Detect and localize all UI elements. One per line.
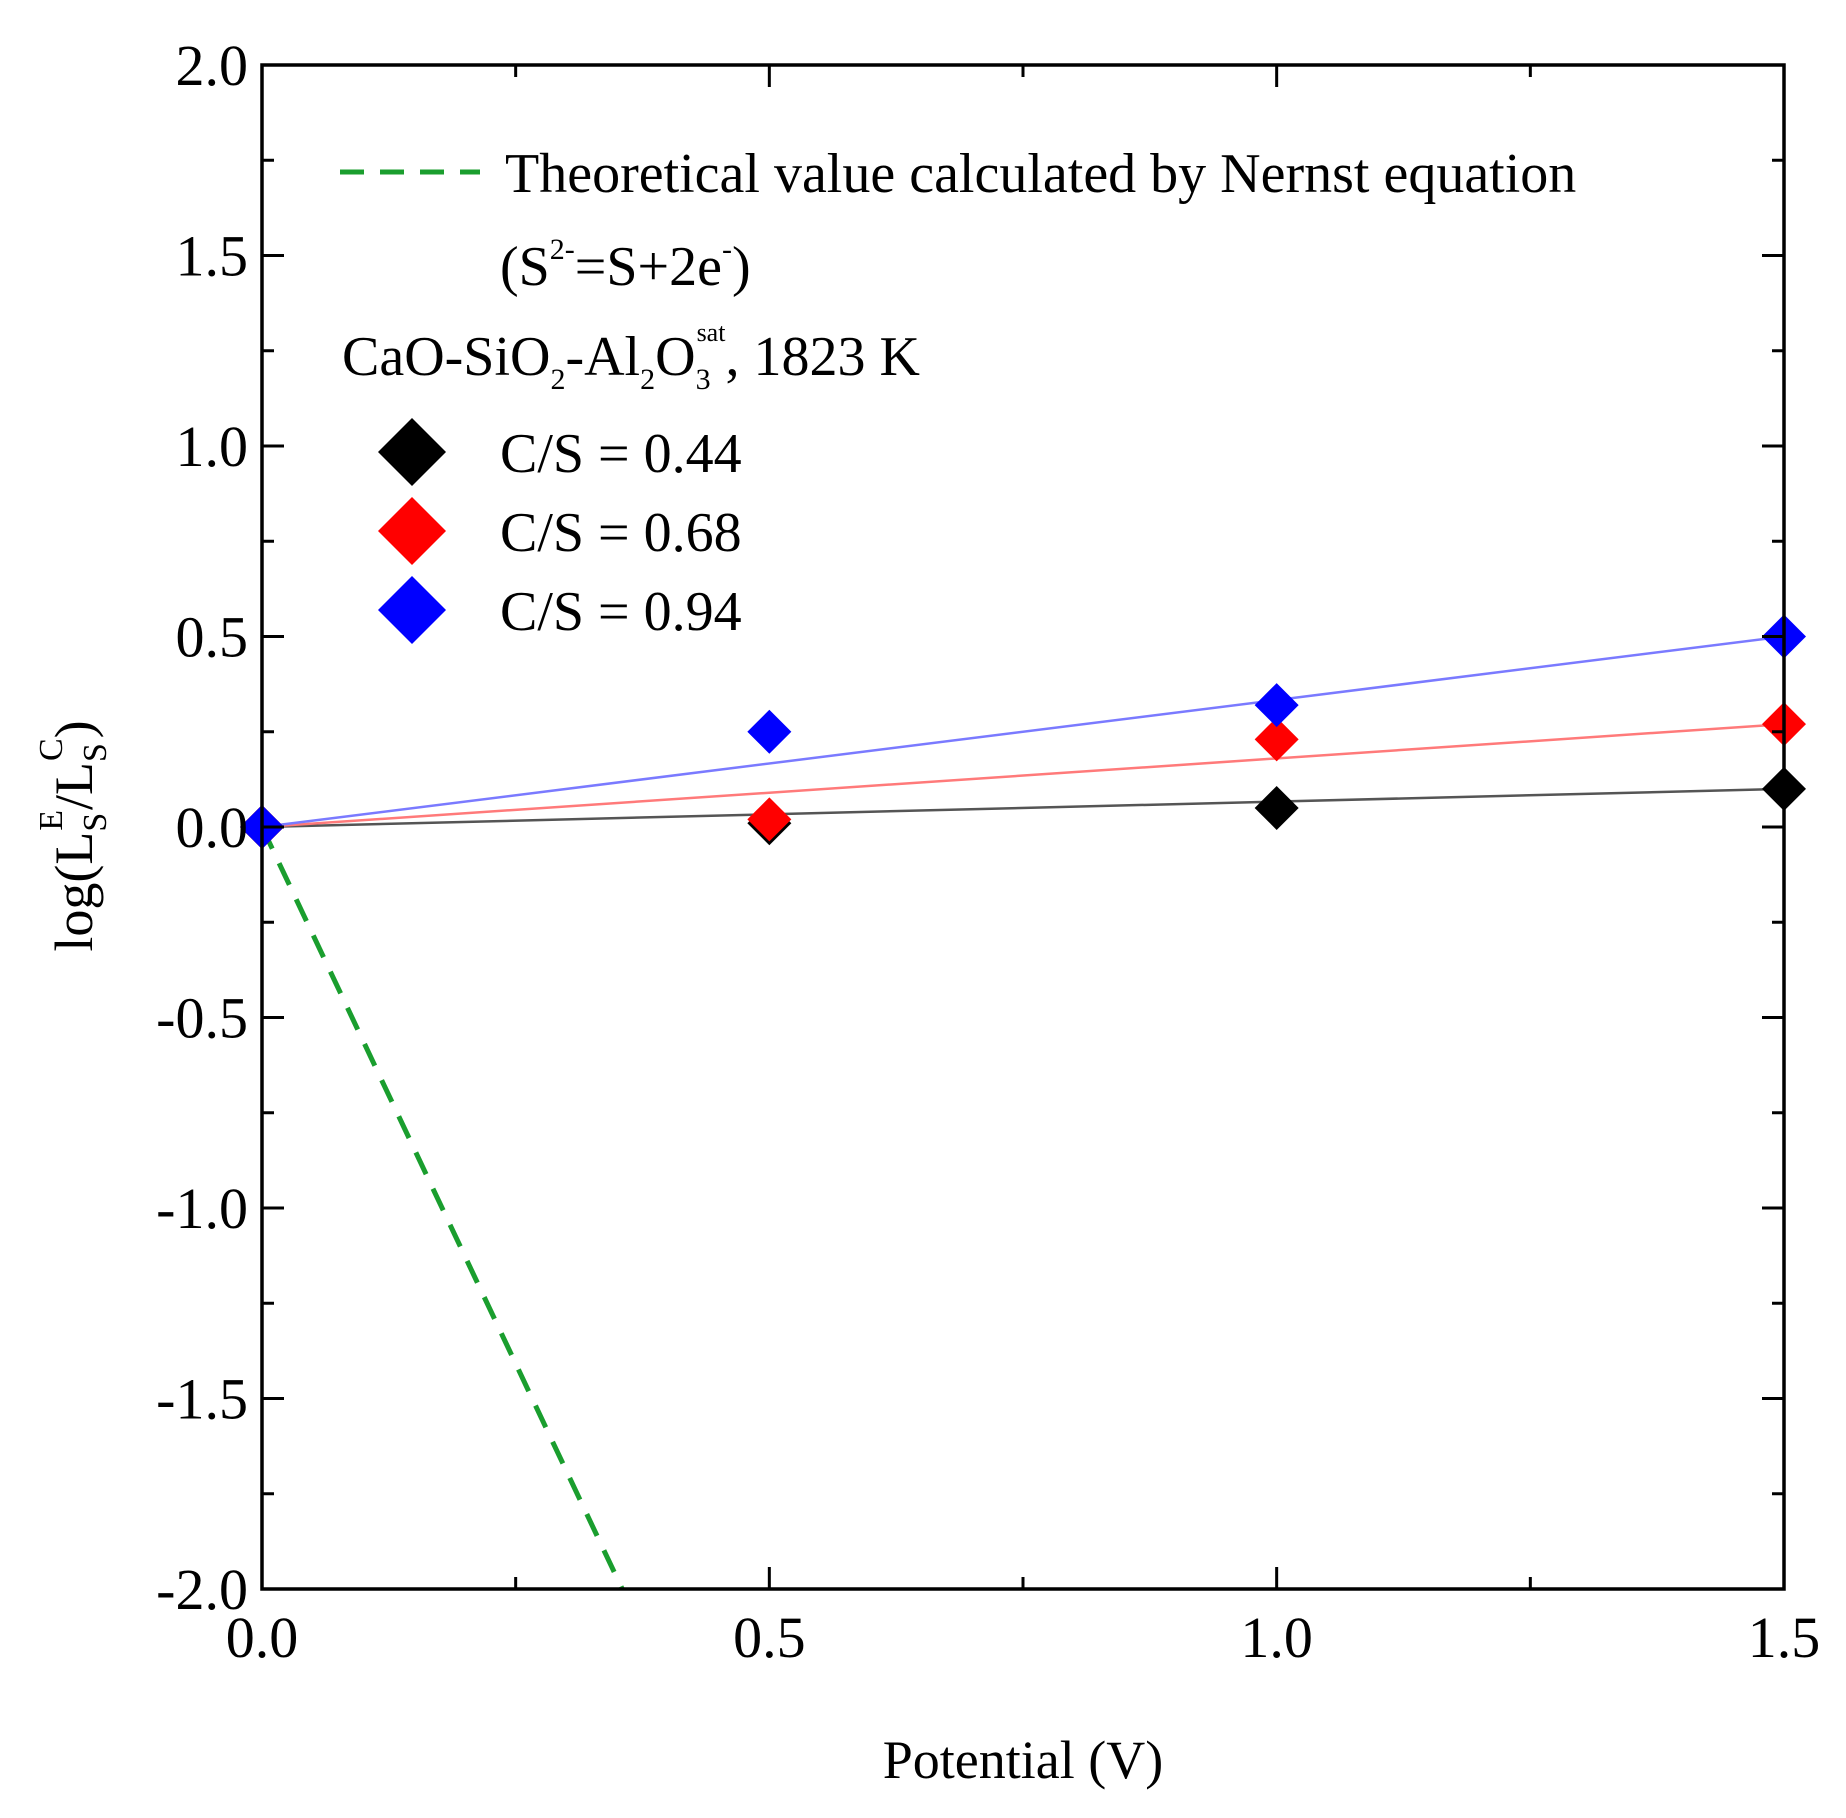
annotation-p4: , 1823 K: [725, 326, 919, 388]
x-tick-label: 0.5: [733, 1605, 806, 1670]
plot-frame: [260, 63, 1786, 1591]
x-tick-label: 0.0: [226, 1605, 299, 1670]
y-title-sub2: S: [77, 743, 114, 762]
y-tick-labels: 2.0 1.5 1.0 0.5 0.0 -0.5 -1.0 -1.5 -2.0: [156, 33, 248, 1622]
y-title-suffix: ): [44, 720, 104, 738]
legend-marker: [378, 576, 446, 644]
y-tick-label: 0.5: [176, 605, 249, 670]
annotation-p3: O: [655, 326, 695, 388]
y-title-sub1: S: [77, 813, 114, 832]
annotation-sup3: sat: [697, 318, 727, 347]
fit-line: [261, 635, 1785, 829]
y-tick-label: -1.5: [156, 1367, 248, 1432]
theoretical-line: [259, 825, 625, 1591]
annotation-p2: -Al: [565, 326, 640, 388]
legend-series: C/S = 0.44 C/S = 0.68 C/S = 0.94: [378, 418, 742, 644]
legend-marker: [378, 418, 446, 486]
legend-label: C/S = 0.44: [500, 423, 742, 485]
y-tick-label: -1.0: [156, 1176, 248, 1241]
y-tick-label: 1.0: [176, 414, 249, 479]
y-title-prefix: log(L: [44, 832, 104, 952]
y-tick-label: 2.0: [176, 33, 249, 98]
equation-sup1: 2-: [550, 233, 575, 266]
annotation-system: CaO-SiO2-Al2O3sat, 1823 K: [342, 318, 920, 396]
legend-label: C/S = 0.94: [500, 581, 742, 643]
x-tick-label: 1.0: [1240, 1605, 1313, 1670]
y-title-sup1: E: [33, 810, 70, 831]
equation-mid: =S+2e: [575, 236, 722, 298]
equation-sup2: -: [722, 233, 732, 266]
legend-label: C/S = 0.68: [500, 502, 742, 564]
equation-lp: (S: [500, 236, 550, 298]
fit-line: [261, 722, 1785, 829]
data-point: [1254, 785, 1299, 830]
x-tick-labels: 0.0 0.5 1.0 1.5: [226, 1605, 1821, 1670]
data-point: [747, 797, 792, 842]
x-tick-label: 1.5: [1748, 1605, 1821, 1670]
y-tick-label: 1.5: [176, 224, 249, 289]
y-axis-title: log(LSE/LSC): [33, 720, 114, 951]
equation-rp: ): [732, 236, 751, 298]
legend: Theoretical value calculated by Nernst e…: [340, 143, 1576, 644]
legend-theory-equation: (S2-=S+2e-): [500, 233, 751, 298]
fit-line: [261, 787, 1785, 829]
data-point: [1254, 683, 1299, 728]
y-tick-label: -0.5: [156, 986, 248, 1051]
data-point: [747, 709, 792, 754]
legend-marker: [378, 497, 446, 565]
y-title-mid: /L: [44, 762, 104, 810]
annotation-p1: CaO-SiO: [342, 326, 550, 388]
annotation-s2: 2: [640, 363, 655, 396]
y-tick-label: 0.0: [176, 795, 249, 860]
legend-theory-label: Theoretical value calculated by Nernst e…: [505, 143, 1576, 205]
annotation-s3: 3: [696, 363, 711, 396]
x-axis-title: Potential (V): [883, 1730, 1163, 1790]
data-point: [1254, 717, 1299, 762]
y-tick-label: -2.0: [156, 1557, 248, 1622]
y-title-sup2: C: [33, 738, 70, 761]
annotation-s1: 2: [550, 363, 565, 396]
